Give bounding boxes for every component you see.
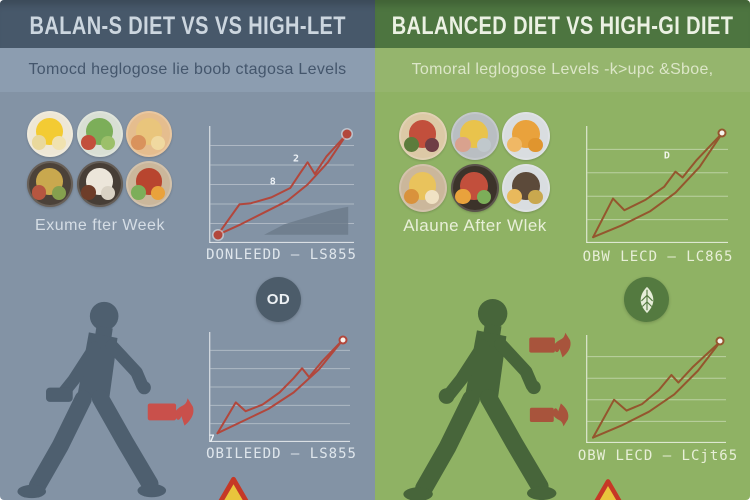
food-item-blob xyxy=(476,137,491,153)
left-food-grid xyxy=(27,111,173,207)
left-title: BALAN-S DIET VS VS HIGH-LET xyxy=(29,12,346,40)
food-item-blob xyxy=(528,189,543,205)
food-item-blob xyxy=(151,135,165,150)
food-salad-box xyxy=(126,161,173,207)
food-item-blob xyxy=(31,184,47,200)
left-panel: BALAN-S DIET VS VS HIGH-LET Tomocd heglo… xyxy=(0,0,375,500)
data-point-marker xyxy=(342,129,352,139)
food-eggs-plate xyxy=(27,111,73,157)
food-item-blob xyxy=(151,185,165,200)
food-fries-plate xyxy=(502,112,551,160)
food-item-blob xyxy=(455,136,471,153)
chart-annotation: 2 xyxy=(292,153,300,165)
food-item-blob xyxy=(101,135,116,150)
right-bottom-chart xyxy=(586,335,726,443)
food-shrimp-potato-plate xyxy=(450,112,499,160)
right-food-label: Alaune After Wlek xyxy=(403,216,547,235)
food-cutting-board-plate xyxy=(502,164,551,212)
walking-person-icon xyxy=(17,301,167,499)
food-item-blob xyxy=(51,185,66,200)
food-item-blob xyxy=(130,184,146,200)
left-bottom-chart: 7 xyxy=(208,332,350,445)
food-bread-basket xyxy=(126,111,173,157)
left-subtitle-band: Tomocd heglogose lie boob ctagosa Levels xyxy=(0,48,375,92)
leaf-icon xyxy=(640,286,653,313)
right-food-grid xyxy=(399,112,551,212)
left-top-chart-caption: DONLEEDD – LS855 xyxy=(206,247,357,263)
food-soup-plate xyxy=(76,161,123,207)
food-item-blob xyxy=(507,188,523,205)
warning-triangle-icon xyxy=(218,476,249,500)
food-item-blob xyxy=(81,134,96,150)
food-item-blob xyxy=(403,188,420,205)
food-item-blob xyxy=(101,185,116,200)
food-item-blob xyxy=(476,189,491,205)
right-top-chart-caption: OBW LECD – LC865 xyxy=(582,249,734,265)
right-header: BALANCED DIET VS HIGH-GI DIET xyxy=(375,0,750,48)
right-panel: BALANCED DIET VS HIGH-GI DIET Tomoral le… xyxy=(375,0,750,500)
walking-person-icon xyxy=(403,298,557,500)
glucose-spike-icon xyxy=(529,403,569,427)
food-item-blob xyxy=(424,137,440,153)
right-title: BALANCED DIET VS HIGH-GI DIET xyxy=(391,12,734,40)
left-bottom-chart-caption: OBILEEDD – LS855 xyxy=(206,446,357,462)
leaf-badge xyxy=(624,277,669,322)
food-item-blob xyxy=(424,189,440,205)
glucose-spike-icon xyxy=(147,398,194,426)
data-point-marker xyxy=(715,336,725,346)
chart-annotation: D xyxy=(663,150,670,162)
chart-annotation: 8 xyxy=(269,176,276,188)
food-item-blob xyxy=(130,134,146,150)
right-subtitle-band: Tomoral leglogose Levels -k>upc &Sboe, xyxy=(375,48,750,92)
data-point-marker xyxy=(717,128,727,138)
right-bottom-chart-caption: OBW LECD – LCjt65 xyxy=(577,448,739,464)
food-noodle-bowl xyxy=(399,164,447,212)
food-item-blob xyxy=(403,136,420,153)
left-header: BALAN-S DIET VS VS HIGH-LET xyxy=(0,0,375,48)
right-top-chart: D xyxy=(586,126,728,243)
food-item-blob xyxy=(455,188,471,205)
left-food-label: Exume fter Week xyxy=(35,217,165,234)
warning-triangle-icon xyxy=(594,479,622,500)
left-subtitle: Tomocd heglogose lie boob ctagosa Levels xyxy=(28,61,347,78)
food-item-blob xyxy=(51,135,66,150)
right-subtitle: Tomoral leglogose Levels -k>upc &Sboe, xyxy=(411,61,714,78)
food-snack-bowl xyxy=(450,164,499,212)
food-salad-bowl xyxy=(76,111,123,157)
food-tomato-greens-bowl xyxy=(399,112,447,160)
food-item-blob xyxy=(507,136,523,153)
od-badge-label: OD xyxy=(266,291,291,308)
food-roast-veggie-plate xyxy=(27,161,73,207)
od-badge: OD xyxy=(256,277,301,322)
data-point-marker xyxy=(213,230,223,240)
data-point-marker xyxy=(338,335,348,345)
chart-annotation: 7 xyxy=(208,433,215,445)
food-item-blob xyxy=(81,184,96,200)
food-item-blob xyxy=(31,134,47,150)
glucose-spike-icon xyxy=(529,332,571,358)
food-item-blob xyxy=(528,137,543,153)
